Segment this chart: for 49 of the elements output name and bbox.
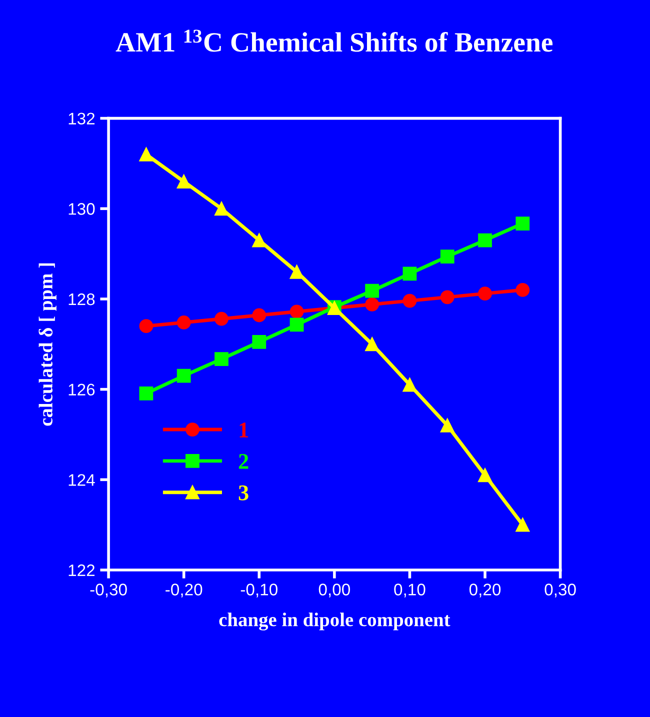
y-axis-title: calculated δ [ ppm ] [38,263,56,426]
point [290,318,304,332]
point [440,250,454,264]
x-tick-label: 0,00 [318,584,350,598]
point [214,202,228,216]
point [252,233,266,248]
point [365,284,380,298]
x-tick-label: 0,30 [544,584,576,598]
point [478,286,492,301]
point [440,418,454,432]
point [139,386,154,400]
y-tick-label: 130 [68,203,95,215]
y-tick-label: 132 [68,112,95,125]
point [139,147,154,162]
x-tick-label: -0,10 [240,584,278,598]
point [478,468,492,482]
x-axis-title: change in dipole component [219,612,450,630]
point [252,308,266,322]
y-tick-label: 124 [68,474,95,486]
point [440,290,454,304]
point [290,264,304,279]
point [214,352,228,366]
x-tick-label: -0,30 [90,584,127,598]
point [176,316,191,330]
x-tick-label: 0,20 [469,584,501,598]
y-tick-label: 126 [68,384,95,396]
y-tick-label: 128 [68,293,95,306]
x-tick-label: -0,20 [166,584,202,598]
point [516,518,530,532]
point [252,334,266,349]
point [365,297,380,312]
legend-label: 3 [238,485,248,500]
point [402,378,417,392]
point [176,368,191,383]
point [402,294,417,308]
legend-label: 1 [240,422,248,438]
legend-label: 2 [238,454,248,469]
point [516,216,530,230]
y-tick-label: 122 [68,564,95,576]
point [214,312,228,326]
point [290,304,304,319]
point [478,233,492,248]
point [176,174,191,188]
x-tick-label: 0,10 [394,584,426,598]
point [516,283,530,297]
point [365,337,380,352]
chart-title: AM1 $^{13}$C Chemical Shifts of Benzene [116,30,553,52]
point [402,266,417,281]
point [139,319,154,334]
